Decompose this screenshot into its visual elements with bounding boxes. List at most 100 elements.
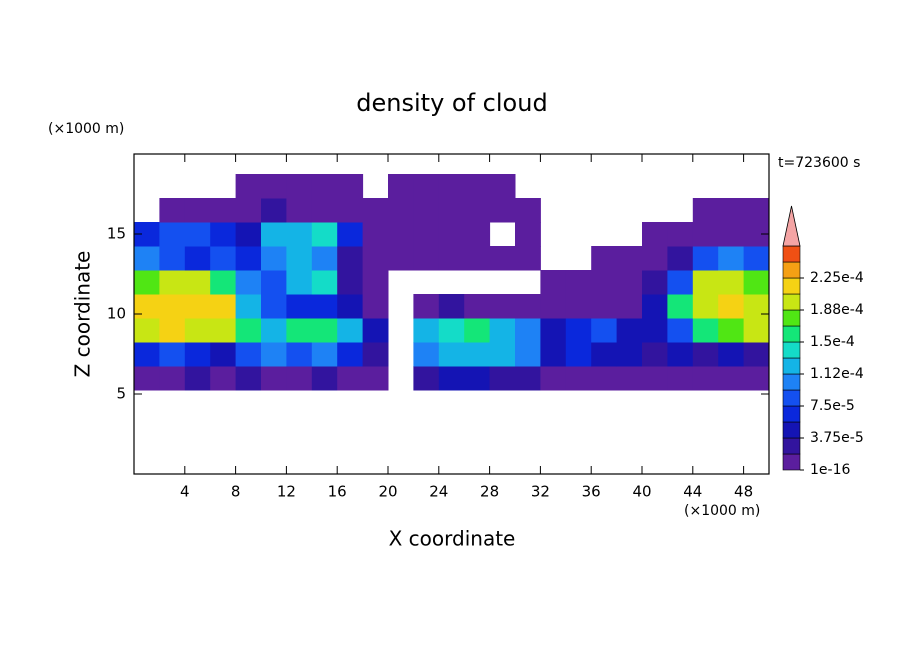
contour-cell (337, 246, 364, 271)
contour-cell (388, 174, 414, 199)
contour-cell (184, 198, 211, 223)
contour-cell (134, 294, 160, 319)
contour-cell (261, 342, 287, 367)
contour-cell (464, 198, 491, 223)
contour-cell (438, 318, 465, 343)
contour-cell (159, 222, 186, 247)
contour-cell (184, 222, 211, 247)
contour-cell (616, 270, 643, 295)
contour-cell (743, 246, 770, 271)
contour-cell (565, 294, 592, 319)
contour-cell (261, 246, 287, 271)
contour-cell (261, 366, 287, 391)
colorbar-band (782, 437, 801, 455)
contour-cell (718, 270, 745, 295)
contour-cell (464, 342, 491, 367)
contour-cell (642, 246, 668, 271)
contour-cell (667, 366, 694, 391)
colorbar-tick-label: 1e-16 (810, 462, 850, 478)
contour-cell (616, 318, 643, 343)
contour-cell (286, 174, 313, 199)
contour-cell (743, 270, 770, 295)
contour-cell (311, 198, 338, 223)
contour-cell (235, 198, 262, 223)
colorbar-band (782, 405, 801, 423)
colorbar-band (782, 325, 801, 343)
contour-cell (337, 294, 364, 319)
contour-cell (413, 366, 440, 391)
y-tick-label: 15 (107, 225, 126, 243)
contour-cell (159, 318, 186, 343)
contour-cell (311, 318, 338, 343)
contour-cell (362, 246, 389, 271)
x-tick-label: 32 (531, 483, 550, 501)
colorbar-band (782, 453, 801, 471)
contour-cell (261, 174, 287, 199)
x-tick-label: 40 (632, 483, 651, 501)
contour-cell (642, 342, 668, 367)
colorbar-band (782, 357, 801, 375)
contour-cell (515, 294, 541, 319)
contour-cell (743, 342, 770, 367)
contour-cell (565, 270, 592, 295)
contour-cell (337, 318, 364, 343)
contour-cell (261, 222, 287, 247)
x-tick-label: 24 (429, 483, 448, 501)
colorbar-tick-label: 1.5e-4 (810, 334, 855, 350)
contour-cell (210, 342, 237, 367)
contour-cell (286, 222, 313, 247)
contour-cell (667, 222, 694, 247)
contour-cell (591, 318, 618, 343)
contour-cell (210, 198, 237, 223)
contour-cell (311, 366, 338, 391)
contour-cell (362, 222, 389, 247)
contour-cell (413, 174, 440, 199)
x-tick-label: 48 (734, 483, 753, 501)
contour-cell (134, 270, 160, 295)
contour-cell (464, 318, 491, 343)
colorbar-band (782, 421, 801, 439)
contour-cell (210, 246, 237, 271)
contour-cell (565, 366, 592, 391)
contour-cell (515, 222, 541, 247)
contour-cell (515, 342, 541, 367)
contour-cell (159, 270, 186, 295)
contour-cell (184, 294, 211, 319)
colorbar-band (782, 293, 801, 311)
contour-cell (438, 342, 465, 367)
contour-cell (235, 342, 262, 367)
contour-cell (743, 366, 770, 391)
contour-cell (337, 342, 364, 367)
x-axis-label: X coordinate (389, 527, 516, 551)
contour-cell (235, 318, 262, 343)
contour-cell (591, 246, 618, 271)
contour-cell (286, 366, 313, 391)
contour-cell (413, 246, 440, 271)
contour-cell (489, 294, 516, 319)
contour-cell (616, 294, 643, 319)
colorbar-band (782, 341, 801, 359)
contour-cell (642, 270, 668, 295)
contour-cell (692, 366, 719, 391)
contour-cell (565, 318, 592, 343)
contour-cell (235, 294, 262, 319)
contour-cell (184, 270, 211, 295)
colorbar-tick-label: 1.12e-4 (810, 366, 864, 382)
x-tick-label: 12 (277, 483, 296, 501)
contour-cell (667, 246, 694, 271)
contour-cell (540, 294, 567, 319)
contour-cell (515, 198, 541, 223)
colorbar-band (782, 373, 801, 391)
contour-cell (464, 222, 491, 247)
contour-cell (286, 294, 313, 319)
contour-cell (159, 294, 186, 319)
contour-cell (413, 294, 440, 319)
contour-cell (261, 294, 287, 319)
contour-cell (184, 342, 211, 367)
colorbar-band (782, 309, 801, 327)
contour-cell (616, 246, 643, 271)
contour-cell (667, 318, 694, 343)
contour-cell (692, 342, 719, 367)
contour-cell (464, 246, 491, 271)
